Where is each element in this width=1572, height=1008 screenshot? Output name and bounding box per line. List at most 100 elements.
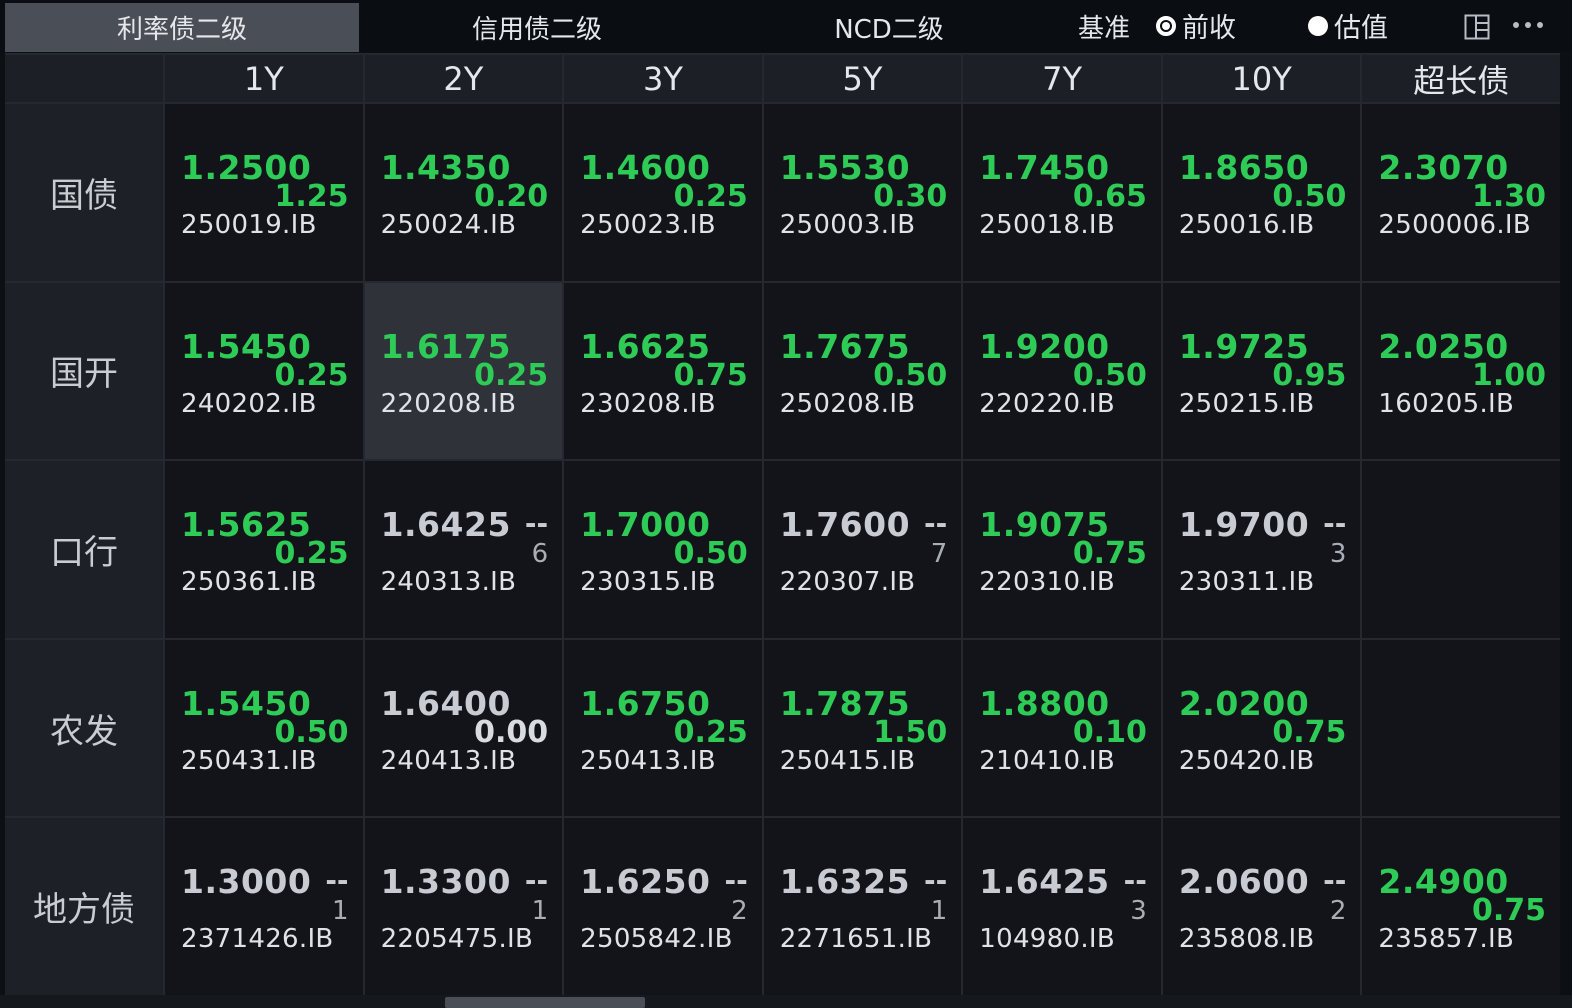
change-value: 1.30 xyxy=(1471,179,1546,214)
quote-cell[interactable]: 1.4600 0.25 250023.IB xyxy=(564,104,762,281)
quote-cell[interactable]: 1.5450 0.25 240202.IB xyxy=(165,282,363,460)
column-header-term[interactable]: 1Y xyxy=(165,55,363,102)
change-value: 0.25 xyxy=(673,714,748,750)
yield-value: 1.6250 xyxy=(580,862,711,902)
change-value: 0.20 xyxy=(474,179,549,214)
bond-code: 235808.IB xyxy=(1178,924,1315,955)
radio-valuation[interactable]: 估值 xyxy=(1308,6,1388,45)
yield-value: 1.5450 xyxy=(181,683,312,723)
quote-cell[interactable]: 1.9075 0.75 220310.IB xyxy=(963,461,1161,638)
yield-value: 1.8650 xyxy=(1178,148,1310,187)
yield-value: 1.7875 xyxy=(779,683,911,723)
no-change-dash: -- xyxy=(924,507,948,541)
tab-rate-bond-secondary[interactable]: 利率债二级 xyxy=(5,3,359,52)
quote-cell[interactable]: 1.6250 -- 2 2505842.IB xyxy=(564,818,762,995)
radio-unchecked-icon xyxy=(1308,15,1328,36)
column-header-term[interactable]: 5Y xyxy=(763,55,962,102)
quote-cell[interactable]: 2.0250 1.00 160205.IB xyxy=(1362,282,1560,460)
no-change-dash: -- xyxy=(325,864,349,898)
yield-value: 1.6325 xyxy=(779,862,911,902)
quote-cell[interactable]: 1.9200 0.50 220220.IB xyxy=(963,282,1161,460)
quote-cell[interactable]: 1.7450 0.65 250018.IB xyxy=(963,104,1161,281)
quote-count: 6 xyxy=(531,539,549,570)
quote-cell[interactable]: 1.3000 -- 1 2371426.IB xyxy=(165,818,363,995)
row-label[interactable]: 国开 xyxy=(5,282,163,460)
change-value: 0.75 xyxy=(1471,893,1546,929)
bond-code: 250023.IB xyxy=(580,210,716,240)
column-header-term[interactable]: 3Y xyxy=(564,55,762,102)
change-value: 1.00 xyxy=(1471,357,1546,393)
quote-cell[interactable]: 1.7875 1.50 250415.IB xyxy=(763,639,962,817)
column-header-term[interactable]: 2Y xyxy=(364,55,563,102)
quote-cell[interactable]: 1.8650 0.50 250016.IB xyxy=(1162,104,1361,281)
change-value: 0.25 xyxy=(474,357,549,393)
yield-value: 1.9725 xyxy=(1178,326,1310,366)
quote-cell[interactable]: 1.8800 0.10 210410.IB xyxy=(963,639,1161,817)
change-value: 1.25 xyxy=(274,179,349,214)
yield-value: 1.2500 xyxy=(181,148,312,187)
quote-cell[interactable]: 1.6425 -- 6 240313.IB xyxy=(364,461,563,638)
column-header-term[interactable]: 7Y xyxy=(963,55,1161,102)
tab-credit-bond-secondary[interactable]: 信用债二级 xyxy=(471,15,602,45)
quote-cell[interactable]: 2.3070 1.30 2500006.IB xyxy=(1362,104,1560,281)
change-value: 0.75 xyxy=(673,357,748,393)
quote-cell[interactable]: 1.3300 -- 1 2205475.IB xyxy=(364,818,563,995)
row-label[interactable]: 国债 xyxy=(5,104,163,281)
change-value: 0.00 xyxy=(474,714,549,750)
bond-code: 2205475.IB xyxy=(380,924,534,955)
quote-cell[interactable]: 1.2500 1.25 250019.IB xyxy=(165,104,363,281)
row-label[interactable]: 农发 xyxy=(5,639,163,817)
column-header-term[interactable]: 超长债 xyxy=(1362,55,1560,102)
yield-value: 1.4600 xyxy=(580,148,711,187)
quote-cell[interactable]: 2.0600 -- 2 235808.IB xyxy=(1162,818,1361,995)
bond-code: 250208.IB xyxy=(779,388,916,419)
yield-value: 1.3300 xyxy=(380,862,511,902)
quote-cell[interactable]: 1.6175 0.25 220208.IB xyxy=(364,282,563,460)
quote-cell[interactable]: 1.7600 -- 7 220307.IB xyxy=(763,461,962,638)
empty-quote-cell xyxy=(1362,461,1560,638)
quote-cell[interactable]: 1.7000 0.50 230315.IB xyxy=(564,461,762,638)
radio-prev-close[interactable]: 前收 xyxy=(1156,6,1236,45)
change-value: 0.30 xyxy=(873,179,948,214)
tab-ncd-secondary[interactable]: NCD二级 xyxy=(834,15,944,45)
layout-panel-icon[interactable] xyxy=(1464,14,1490,40)
quote-cell[interactable]: 1.9725 0.95 250215.IB xyxy=(1162,282,1361,460)
quote-cell[interactable]: 1.5450 0.50 250431.IB xyxy=(165,639,363,817)
quote-cell[interactable]: 2.0200 0.75 250420.IB xyxy=(1162,639,1361,817)
row-label[interactable]: 地方债 xyxy=(5,818,163,995)
yield-matrix: 1Y 2Y 3Y 5Y 7Y 10Y 超长债 国债 1.2500 1.25 250019.IB 1.4… xyxy=(5,53,1560,995)
yield-value: 1.6625 xyxy=(580,326,711,366)
quote-cell[interactable]: 1.4350 0.20 250024.IB xyxy=(364,104,563,281)
quote-cell[interactable]: 1.5530 0.30 250003.IB xyxy=(763,104,962,281)
quote-count: 7 xyxy=(930,539,948,570)
quote-cell[interactable]: 1.6750 0.25 250413.IB xyxy=(564,639,762,817)
row-label[interactable]: 口行 xyxy=(5,461,163,638)
quote-cell[interactable]: 1.6425 -- 3 104980.IB xyxy=(963,818,1161,995)
more-options-icon[interactable] xyxy=(1510,12,1546,38)
bond-code: 220220.IB xyxy=(979,388,1116,419)
yield-value: 2.4900 xyxy=(1378,862,1509,902)
quote-cell[interactable]: 1.7675 0.50 250208.IB xyxy=(763,282,962,460)
bond-code: 2500006.IB xyxy=(1378,210,1531,240)
change-value: 0.50 xyxy=(274,714,349,750)
quote-cell[interactable]: 1.5625 0.25 250361.IB xyxy=(165,461,363,638)
yield-value: 1.6400 xyxy=(380,683,511,723)
bond-code: 104980.IB xyxy=(979,924,1116,955)
quote-cell[interactable]: 1.6625 0.75 230208.IB xyxy=(564,282,762,460)
scrollbar-thumb[interactable] xyxy=(445,997,645,1008)
change-value: 0.50 xyxy=(1072,357,1147,393)
quote-cell[interactable]: 1.6325 -- 1 2271651.IB xyxy=(763,818,962,995)
bond-code: 2371426.IB xyxy=(181,924,334,955)
quote-count: 1 xyxy=(531,896,549,927)
column-header-term[interactable]: 10Y xyxy=(1162,55,1361,102)
change-value: 0.50 xyxy=(873,357,948,393)
quote-cell[interactable]: 1.6400 0.00 240413.IB xyxy=(364,639,563,817)
yield-value: 1.3000 xyxy=(181,862,312,902)
horizontal-scrollbar[interactable] xyxy=(0,995,1572,1008)
yield-value: 2.0600 xyxy=(1178,862,1310,902)
no-change-dash: -- xyxy=(1323,864,1347,898)
yield-value: 2.0250 xyxy=(1378,326,1509,366)
quote-cell[interactable]: 2.4900 0.75 235857.IB xyxy=(1362,818,1560,995)
bond-code: 250215.IB xyxy=(1178,388,1315,419)
quote-cell[interactable]: 1.9700 -- 3 230311.IB xyxy=(1162,461,1361,638)
